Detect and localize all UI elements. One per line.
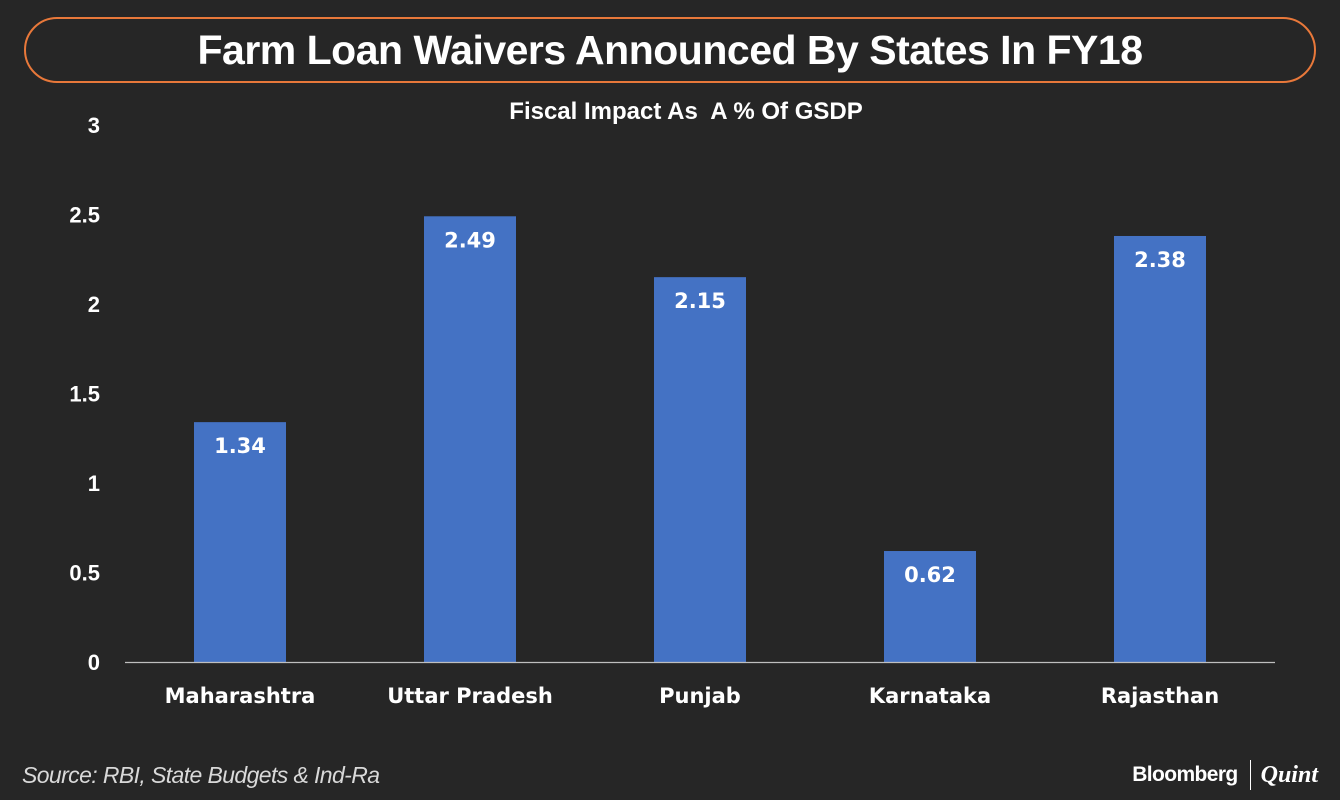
chart-title: Farm Loan Waivers Announced By States In… <box>197 26 1143 73</box>
title-banner: Farm Loan Waivers Announced By States In… <box>24 17 1316 83</box>
y-tick-label: 1 <box>88 471 100 496</box>
y-tick-label: 2.5 <box>69 203 100 228</box>
x-tick-label: Maharashtra <box>165 684 316 708</box>
chart-subtitle: Fiscal Impact As A % Of GSDP <box>509 98 863 125</box>
y-tick-label: 1.5 <box>69 382 100 407</box>
bar <box>1114 235 1206 663</box>
data-label: 1.34 <box>214 434 266 458</box>
bar <box>424 216 516 663</box>
bar <box>654 277 746 662</box>
brand-logo: Bloomberg Quint <box>1132 760 1318 790</box>
data-label: 0.62 <box>904 563 956 587</box>
bar <box>884 551 976 662</box>
x-tick-label: Uttar Pradesh <box>387 684 553 708</box>
data-label: 2.15 <box>674 289 726 313</box>
brand-divider <box>1249 760 1251 790</box>
source-note: Source: RBI, State Budgets & Ind-Ra <box>22 762 380 788</box>
brand-primary: Bloomberg <box>1132 763 1238 786</box>
y-tick-label: 0.5 <box>69 561 100 586</box>
y-tick-label: 3 <box>88 113 100 138</box>
data-label: 2.49 <box>444 228 496 252</box>
y-tick-label: 2 <box>88 292 100 317</box>
x-tick-label: Karnataka <box>869 684 991 708</box>
data-label: 2.38 <box>1134 248 1186 272</box>
x-tick-label: Punjab <box>659 684 741 708</box>
x-tick-label: Rajasthan <box>1101 684 1219 708</box>
brand-secondary: Quint <box>1260 761 1318 788</box>
bar <box>194 422 286 662</box>
y-tick-label: 0 <box>88 650 100 675</box>
